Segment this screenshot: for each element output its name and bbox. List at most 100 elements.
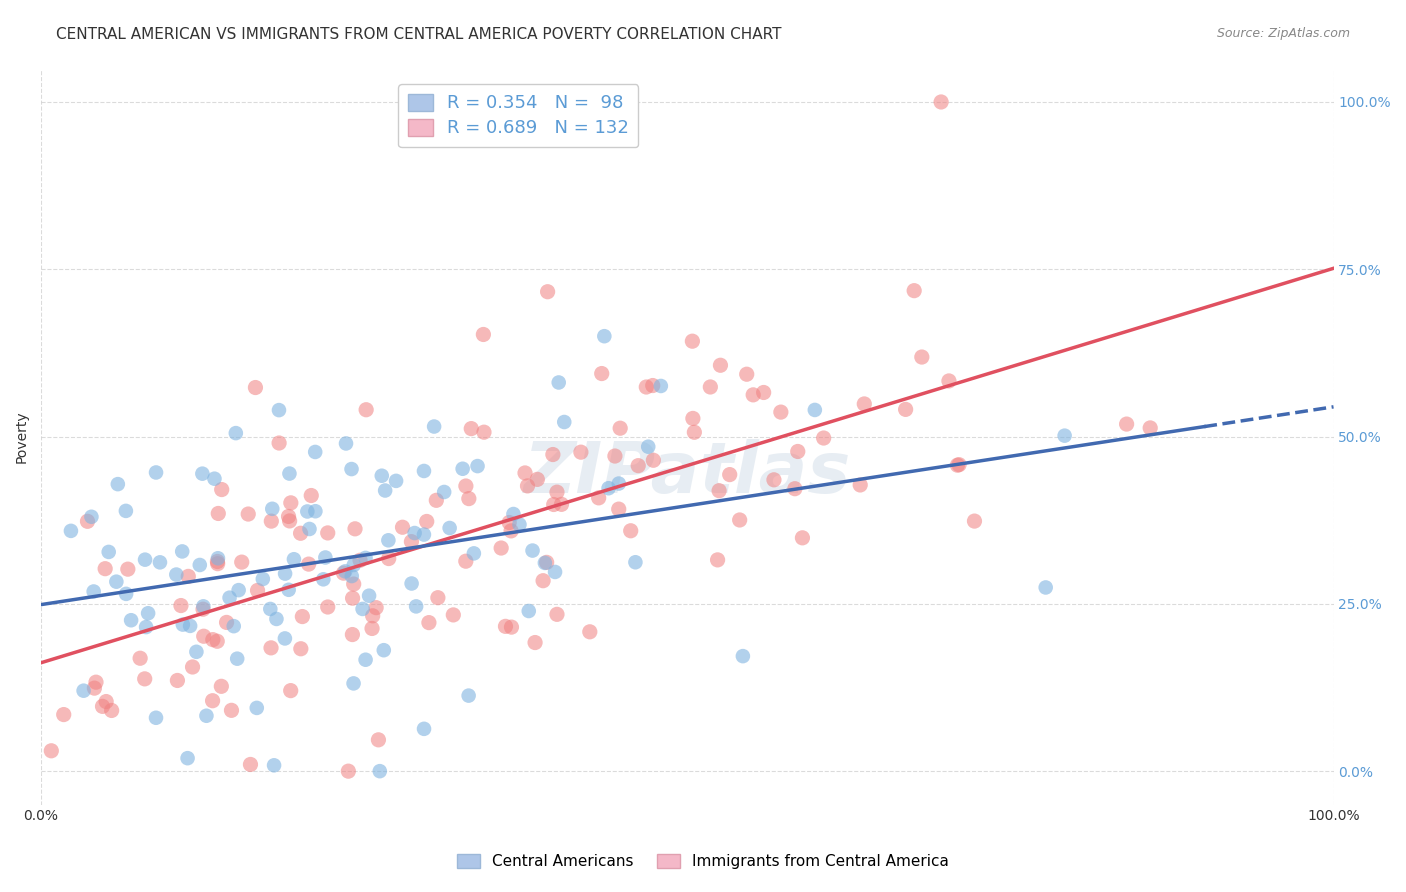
Immigrants from Central America: [641, 378, 664, 392]
Central Americans: [136, 607, 159, 621]
Immigrants from Central America: [946, 458, 969, 472]
Central Americans: [259, 602, 281, 616]
Immigrants from Central America: [207, 557, 229, 571]
Immigrants from Central America: [546, 607, 568, 622]
Immigrants from Central America: [683, 425, 706, 440]
Central Americans: [340, 569, 363, 583]
Central Americans: [335, 565, 357, 579]
Central Americans: [413, 722, 436, 736]
Immigrants from Central America: [543, 498, 565, 512]
Immigrants from Central America: [609, 421, 631, 435]
Central Americans: [731, 649, 754, 664]
Central Americans: [207, 551, 229, 566]
Immigrants from Central America: [1115, 417, 1137, 431]
Central Americans: [191, 467, 214, 481]
Immigrants from Central America: [513, 466, 536, 480]
Immigrants from Central America: [546, 485, 568, 500]
Central Americans: [534, 556, 557, 570]
Central Americans: [377, 533, 399, 548]
Immigrants from Central America: [52, 707, 75, 722]
Immigrants from Central America: [76, 514, 98, 528]
Central Americans: [274, 632, 297, 646]
Immigrants from Central America: [316, 599, 339, 614]
Central Americans: [97, 545, 120, 559]
Immigrants from Central America: [425, 493, 447, 508]
Immigrants from Central America: [416, 515, 439, 529]
Immigrants from Central America: [209, 679, 232, 693]
Immigrants from Central America: [762, 473, 785, 487]
Central Americans: [176, 751, 198, 765]
Immigrants from Central America: [636, 380, 658, 394]
Immigrants from Central America: [735, 368, 758, 382]
Immigrants from Central America: [569, 445, 592, 459]
Central Americans: [607, 476, 630, 491]
Central Americans: [451, 462, 474, 476]
Central Americans: [804, 403, 827, 417]
Immigrants from Central America: [929, 95, 952, 109]
Central Americans: [193, 599, 215, 614]
Central Americans: [195, 708, 218, 723]
Immigrants from Central America: [343, 577, 366, 591]
Immigrants from Central America: [83, 681, 105, 695]
Immigrants from Central America: [526, 472, 548, 486]
Central Americans: [373, 643, 395, 657]
Immigrants from Central America: [681, 334, 703, 349]
Central Americans: [218, 591, 240, 605]
Immigrants from Central America: [215, 615, 238, 630]
Immigrants from Central America: [706, 553, 728, 567]
Central Americans: [188, 558, 211, 572]
Immigrants from Central America: [277, 509, 299, 524]
Immigrants from Central America: [207, 554, 229, 568]
Central Americans: [226, 651, 249, 665]
Immigrants from Central America: [129, 651, 152, 665]
Immigrants from Central America: [193, 629, 215, 643]
Immigrants from Central America: [316, 525, 339, 540]
Immigrants from Central America: [344, 522, 367, 536]
Immigrants from Central America: [718, 467, 741, 482]
Immigrants from Central America: [786, 444, 808, 458]
Immigrants from Central America: [588, 491, 610, 505]
Immigrants from Central America: [536, 285, 558, 299]
Central Americans: [401, 576, 423, 591]
Immigrants from Central America: [501, 524, 523, 538]
Central Americans: [547, 376, 569, 390]
Central Americans: [186, 645, 208, 659]
Immigrants from Central America: [337, 764, 360, 779]
Immigrants from Central America: [460, 422, 482, 436]
Immigrants from Central America: [280, 496, 302, 510]
Central Americans: [80, 509, 103, 524]
Immigrants from Central America: [377, 551, 399, 566]
Immigrants from Central America: [299, 489, 322, 503]
Immigrants from Central America: [441, 607, 464, 622]
Central Americans: [115, 587, 138, 601]
Central Americans: [59, 524, 82, 538]
Immigrants from Central America: [963, 514, 986, 528]
Immigrants from Central America: [117, 562, 139, 576]
Immigrants from Central America: [742, 388, 765, 402]
Central Americans: [624, 555, 647, 569]
Immigrants from Central America: [911, 350, 934, 364]
Central Americans: [134, 552, 156, 566]
Immigrants from Central America: [418, 615, 440, 630]
Legend: Central Americans, Immigrants from Central America: Central Americans, Immigrants from Centr…: [451, 848, 955, 875]
Immigrants from Central America: [239, 757, 262, 772]
Central Americans: [304, 445, 326, 459]
Immigrants from Central America: [682, 411, 704, 425]
Immigrants from Central America: [91, 699, 114, 714]
Central Americans: [222, 619, 245, 633]
Immigrants from Central America: [201, 632, 224, 647]
Central Americans: [297, 504, 319, 518]
Immigrants from Central America: [342, 591, 364, 606]
Immigrants from Central America: [290, 526, 312, 541]
Central Americans: [371, 468, 394, 483]
Central Americans: [115, 504, 138, 518]
Central Americans: [340, 462, 363, 476]
Text: CENTRAL AMERICAN VS IMMIGRANTS FROM CENTRAL AMERICA POVERTY CORRELATION CHART: CENTRAL AMERICAN VS IMMIGRANTS FROM CENT…: [56, 27, 782, 42]
Immigrants from Central America: [524, 635, 547, 649]
Immigrants from Central America: [472, 425, 495, 440]
Immigrants from Central America: [454, 479, 477, 493]
Immigrants from Central America: [361, 608, 384, 623]
Immigrants from Central America: [260, 514, 283, 528]
Central Americans: [433, 485, 456, 500]
Central Americans: [354, 653, 377, 667]
